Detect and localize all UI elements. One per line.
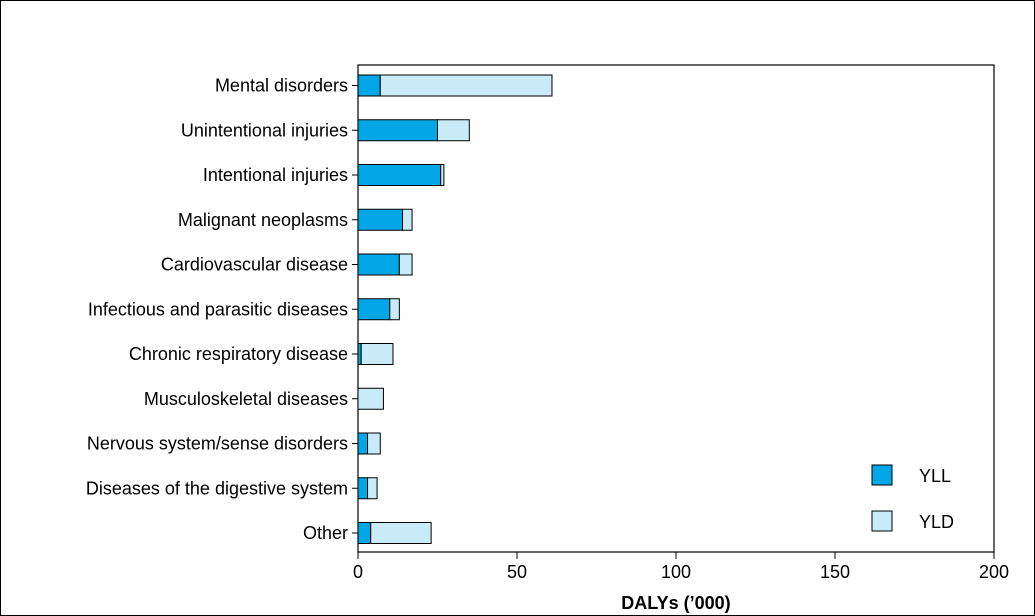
legend: YLL YLD — [871, 464, 954, 532]
category-label: Unintentional injuries — [181, 120, 348, 140]
category-label: Nervous system/sense disorders — [87, 434, 348, 454]
bar-yll-1 — [357, 119, 438, 142]
x-axis-ticks: 0 50 100 150 200 — [353, 552, 1009, 582]
bar-yll-0 — [357, 74, 381, 97]
bar-yld-8 — [367, 432, 381, 455]
bar-yld-4 — [398, 253, 413, 276]
category-label: Diseases of the digestive system — [86, 478, 348, 498]
bar-yll-4 — [357, 253, 400, 276]
category-label: Mental disorders — [215, 76, 348, 96]
category-label: Cardiovascular disease — [161, 255, 348, 275]
category-label: Malignant neoplasms — [178, 210, 348, 230]
category-label: Other — [303, 523, 348, 543]
bar-yll-5 — [357, 298, 391, 321]
bar-yll-10 — [357, 522, 372, 544]
x-tick-label: 200 — [979, 562, 1009, 582]
bars-group — [357, 74, 553, 544]
x-tick-label: 0 — [353, 562, 363, 582]
category-label: Chronic respiratory disease — [129, 344, 348, 364]
bar-yll-8 — [357, 432, 369, 455]
bar-yll-3 — [357, 208, 404, 231]
bar-yld-1 — [437, 119, 470, 142]
category-labels: Mental disorders Unintentional injuries In… — [86, 76, 358, 543]
legend-label-yll: YLL — [919, 466, 951, 486]
bar-yld-0 — [379, 74, 553, 97]
x-tick-label: 50 — [507, 562, 527, 582]
x-tick-label: 150 — [820, 562, 850, 582]
category-label: Intentional injuries — [203, 165, 348, 185]
bar-yld-3 — [402, 208, 413, 231]
category-label: Musculoskeletal diseases — [144, 389, 348, 409]
bar-yll-2 — [357, 164, 442, 186]
x-axis-title: DALYs (’000) — [621, 593, 730, 613]
bar-yld-6 — [360, 343, 394, 365]
bar-yld-7 — [357, 387, 384, 410]
bar-yld-2 — [440, 164, 445, 186]
legend-label-yld: YLD — [919, 512, 954, 532]
bar-yld-10 — [370, 522, 432, 544]
x-tick-label: 100 — [661, 562, 691, 582]
bar-yll-9 — [357, 477, 369, 500]
category-label: Infectious and parasitic diseases — [88, 299, 348, 319]
bar-yld-5 — [389, 298, 400, 321]
legend-swatch-yld — [871, 510, 893, 532]
bar-yld-9 — [367, 477, 378, 500]
legend-swatch-yll — [871, 464, 893, 486]
